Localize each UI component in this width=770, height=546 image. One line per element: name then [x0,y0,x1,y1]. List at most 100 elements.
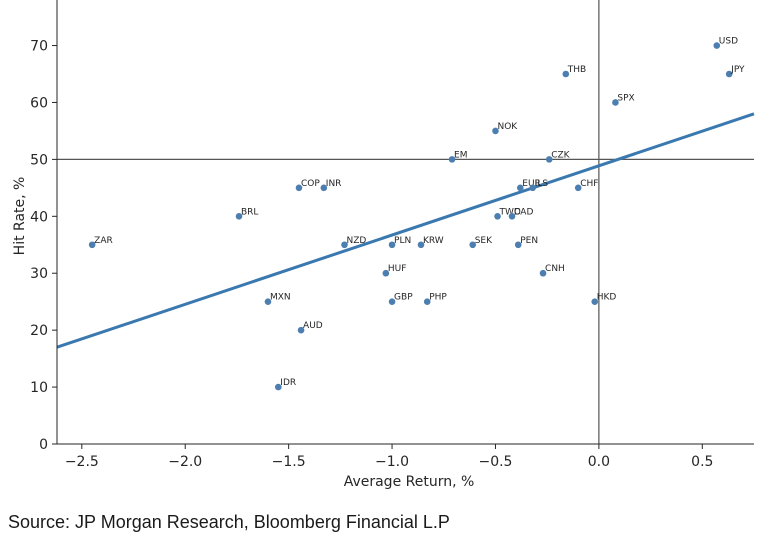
point-marker [516,184,524,192]
x-tick-label: −2.5 [65,454,99,470]
data-point-usd: USD [713,37,738,49]
point-marker [725,70,733,78]
point-label: CHF [580,179,598,189]
point-marker [545,156,553,163]
data-point-sek: SEK [469,236,493,249]
y-tick-label: 60 [30,95,48,111]
point-marker [88,241,96,249]
point-label: PLN [394,236,411,246]
data-point-krw: KRW [417,236,444,249]
point-marker [539,269,547,277]
data-point-cnh: CNH [539,264,565,277]
data-point-brl: BRL [235,207,258,220]
axes [56,0,754,445]
trend-line [56,112,755,349]
point-marker [574,184,582,192]
point-label: EUR [522,179,541,189]
point-label: ZAR [94,236,113,246]
point-label: EM [454,150,467,160]
data-point-php: PHP [423,293,447,305]
point-marker [494,213,501,220]
point-marker [508,213,516,220]
data-point-cop: COP [295,179,320,192]
point-marker [529,184,536,192]
point-label: THB [567,65,586,75]
data-point-pen: PEN [514,236,538,249]
point-label: AUD [303,321,323,331]
point-label: CAD [514,207,533,217]
point-marker [382,269,390,277]
data-point-thb: THB [562,65,586,78]
y-tick-label: 40 [30,209,48,225]
data-point-gbp: GBP [388,293,413,305]
point-marker [713,42,721,49]
data-point-nzd: NZD [341,236,366,249]
point-label: CNH [545,264,565,274]
point-marker [297,326,305,334]
x-tick-label: −1.5 [272,454,306,470]
x-axis-ticks: −2.5 −2.0 −1.5 −1.0 −0.5 0.0 0.5 [65,444,713,470]
x-tick-label: −0.5 [478,454,512,470]
point-marker [417,241,425,249]
point-label: USD [719,37,738,47]
data-point-em: EM [448,150,467,163]
point-marker [275,383,282,391]
data-point-cad: CAD [508,207,533,220]
data-point-ils: ILS [529,179,549,192]
y-tick-label: 50 [30,152,48,168]
data-point-eur: EUR [516,179,541,192]
point-marker [388,298,396,305]
x-axis-title: Average Return, % [344,474,475,490]
data-point-aud: AUD [297,321,323,334]
x-tick-label: 0.0 [588,454,610,470]
point-label: CZK [551,150,570,160]
point-label: TWD [499,207,521,217]
point-marker [388,241,396,249]
data-point-mxn: MXN [264,293,291,305]
data-point-pln: PLN [388,236,411,249]
data-point-idr: IDR [275,378,296,391]
point-marker [612,99,619,106]
point-label: PHP [429,293,447,303]
data-point-czk: CZK [545,150,571,163]
point-label: NZD [346,236,366,246]
data-point-huf: HUF [382,264,407,277]
point-label: IDR [280,378,296,388]
data-point-chf: CHF [574,179,598,192]
y-axis-title: Hit Rate, % [12,177,28,256]
point-label: JPY [730,65,745,75]
y-tick-label: 30 [30,266,48,282]
y-tick-label: 0 [39,437,48,453]
trend-line-group [56,112,755,349]
point-marker [469,241,477,249]
point-marker [423,298,431,305]
point-marker [448,156,456,163]
point-label: BRL [241,207,258,217]
point-label: GBP [394,293,413,303]
point-label: KRW [423,236,444,246]
point-marker [591,298,599,305]
point-marker [562,70,570,78]
y-axis-ticks: 0 10 20 30 40 50 60 70 [30,39,57,453]
point-marker [514,241,522,249]
y-tick-label: 10 [30,380,48,396]
point-marker [320,184,328,192]
x-tick-label: −1.0 [375,454,409,470]
point-marker [492,127,499,135]
point-label: ILS [535,179,549,189]
plot-background [57,0,754,444]
x-tick-label: 0.5 [691,454,713,470]
point-label: INR [326,179,342,189]
point-label: MXN [270,293,291,303]
point-label: SEK [475,236,493,246]
data-point-spx: SPX [612,93,635,106]
data-point-inr: INR [320,179,342,192]
point-marker [295,184,303,192]
point-label: HKD [597,293,617,303]
point-marker [235,213,243,220]
point-label: HUF [388,264,407,274]
point-label: COP [301,179,320,189]
data-point-jpy: JPY [725,65,745,78]
point-marker [341,241,348,249]
y-tick-label: 20 [30,323,48,339]
